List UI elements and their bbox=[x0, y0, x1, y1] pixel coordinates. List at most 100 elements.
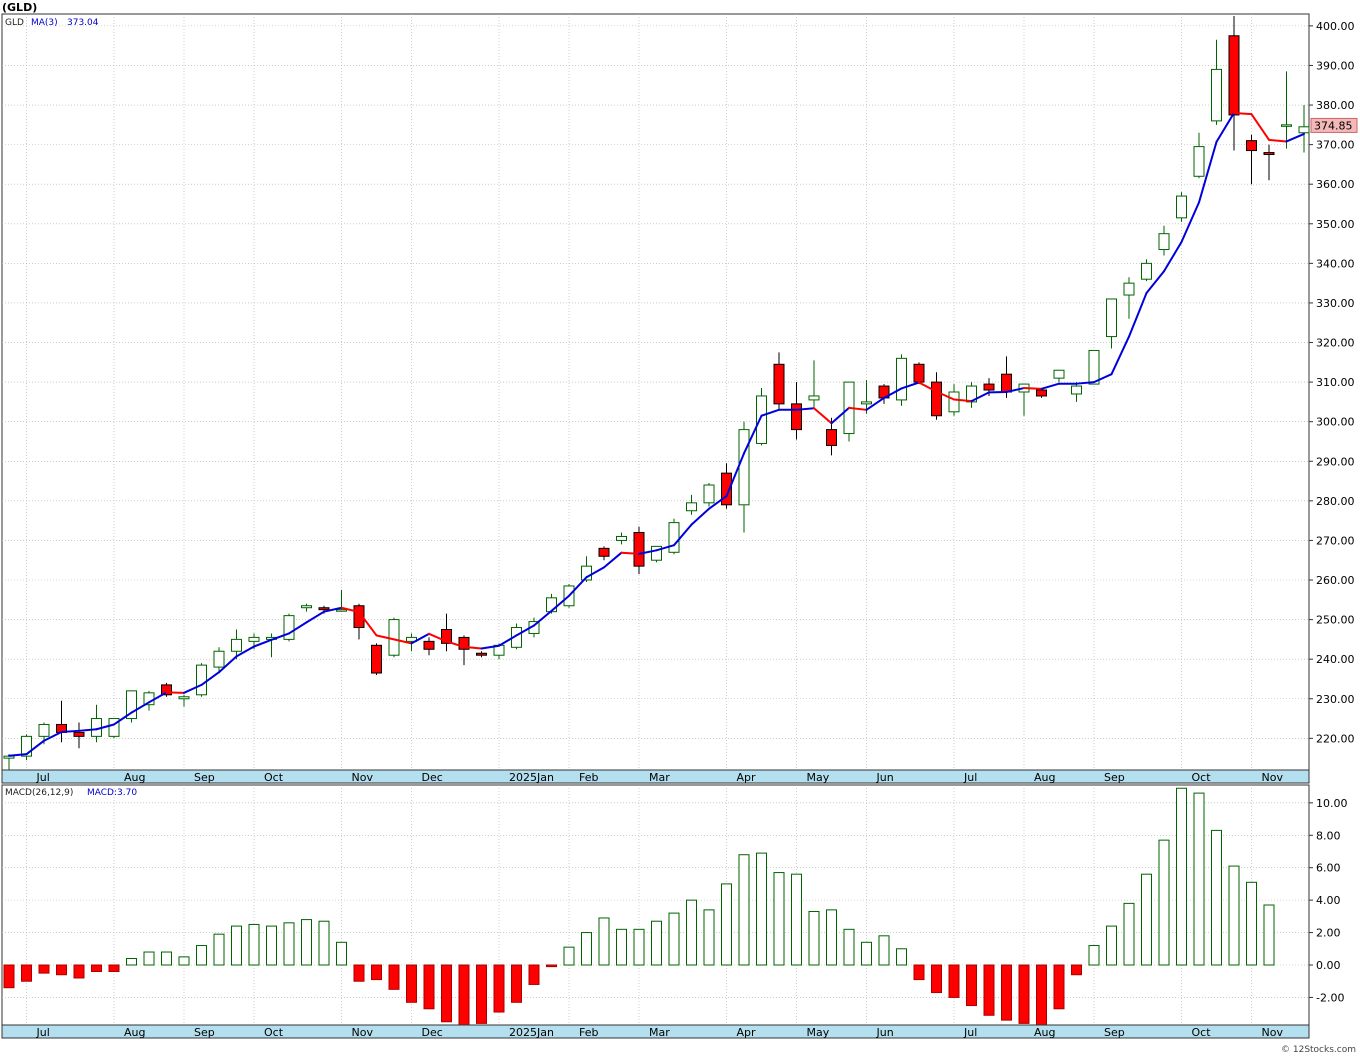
price-x-tick-label: Jul bbox=[36, 771, 50, 784]
macd-x-tick-label: Feb bbox=[579, 1026, 598, 1039]
candle bbox=[1088, 349, 1100, 385]
macd-bar bbox=[388, 964, 400, 990]
price-x-tick-label: 2025Jan bbox=[509, 771, 554, 784]
ma3-segment bbox=[795, 407, 815, 411]
price-y-axis: 220.00 230.00 240.00 250.00 260.00 270.00 280.… bbox=[1309, 20, 1355, 745]
watermark: © 12Stocks.com bbox=[1281, 1045, 1356, 1055]
macd-bar bbox=[126, 958, 137, 966]
candle bbox=[721, 463, 732, 509]
macd-bar bbox=[948, 964, 960, 998]
candle bbox=[441, 613, 452, 652]
macd-bar bbox=[686, 899, 697, 966]
macd-y-tick-label: 2.00 bbox=[1316, 927, 1341, 940]
price-y-tick-label: 370.00 bbox=[1316, 139, 1355, 152]
price-x-tick-label: Feb bbox=[579, 771, 598, 784]
macd-x-tick-label: Aug bbox=[124, 1026, 145, 1039]
price-x-tick-label: Oct bbox=[1192, 771, 1212, 784]
candle bbox=[353, 603, 365, 640]
ma3-segment bbox=[865, 396, 885, 411]
ma3-segment bbox=[43, 731, 63, 742]
macd-bar bbox=[231, 925, 242, 966]
symbol-title: (GLD) bbox=[2, 1, 37, 14]
macd-x-tick-label: Jul bbox=[36, 1026, 50, 1039]
candle bbox=[1176, 192, 1187, 222]
candle bbox=[231, 629, 242, 660]
macd-x-tick-label: 2025Jan bbox=[509, 1026, 554, 1039]
candle bbox=[21, 734, 32, 761]
ma3-segment bbox=[235, 645, 255, 658]
candle bbox=[1071, 382, 1082, 402]
ma3-segment bbox=[638, 549, 658, 555]
macd-bar bbox=[476, 964, 487, 1024]
macd-bar bbox=[178, 956, 190, 966]
macd-x-tick-label: Apr bbox=[737, 1026, 757, 1039]
price-y-tick-label: 280.00 bbox=[1316, 495, 1355, 508]
macd-bar bbox=[301, 919, 312, 966]
macd-y-tick-label: 10.00 bbox=[1316, 797, 1348, 810]
ma3-segment bbox=[900, 381, 920, 390]
ma3-segment bbox=[253, 638, 273, 648]
ma3-segment bbox=[200, 671, 220, 686]
candle bbox=[73, 722, 85, 749]
macd-bar bbox=[283, 922, 295, 966]
macd-bar bbox=[651, 920, 662, 966]
macd-bar bbox=[983, 964, 995, 1016]
candle bbox=[1053, 369, 1065, 383]
ma3-segment bbox=[690, 507, 710, 526]
ma3-segment bbox=[1110, 335, 1130, 376]
ma3-segment bbox=[498, 634, 518, 647]
macd-bar bbox=[598, 917, 610, 966]
ma3-segment bbox=[620, 551, 640, 555]
ma3-segment bbox=[1005, 387, 1025, 393]
price-x-tick-label: Oct bbox=[264, 771, 284, 784]
ma3-segment bbox=[183, 683, 203, 694]
candle bbox=[388, 617, 400, 658]
ma3-segment bbox=[1268, 138, 1288, 143]
price-x-tick-label: Aug bbox=[124, 771, 145, 784]
candle bbox=[1281, 71, 1292, 149]
price-x-tick-label: Sep bbox=[1104, 771, 1125, 784]
ma3-segment bbox=[1145, 270, 1165, 295]
price-x-tick-label: Jul bbox=[963, 771, 977, 784]
macd-bar bbox=[1106, 925, 1117, 966]
price-x-tick-label: Jun bbox=[876, 771, 894, 784]
macd-bar bbox=[21, 964, 32, 982]
ma3-segment bbox=[1075, 381, 1095, 385]
macd-bar bbox=[668, 912, 680, 966]
ma3-segment bbox=[1163, 240, 1183, 273]
ma3-segment bbox=[830, 406, 850, 425]
macd-bar bbox=[1263, 904, 1275, 966]
candle bbox=[1158, 225, 1170, 256]
ma3-segment bbox=[8, 753, 28, 757]
macd-panel bbox=[1, 784, 1310, 1026]
candle bbox=[773, 352, 785, 410]
price-y-tick-label: 300.00 bbox=[1316, 416, 1355, 429]
macd-bar bbox=[861, 941, 872, 966]
ma3-segment bbox=[655, 544, 675, 552]
macd-bar bbox=[1228, 865, 1240, 966]
candle bbox=[703, 483, 715, 507]
ma3-segment bbox=[725, 452, 745, 498]
candle bbox=[633, 526, 645, 575]
ma-label: MA(3) bbox=[31, 18, 58, 28]
ma3-segment bbox=[935, 390, 955, 401]
macd-bar bbox=[423, 964, 435, 1010]
price-x-tick-label: Sep bbox=[194, 771, 215, 784]
macd-x-tick-label: Oct bbox=[264, 1026, 284, 1039]
macd-y-tick-label: 6.00 bbox=[1316, 862, 1341, 875]
macd-x-axis-band bbox=[1, 1024, 1310, 1039]
macd-x-tick-label: May bbox=[807, 1026, 830, 1039]
candle bbox=[1263, 144, 1275, 181]
ma3-segment bbox=[1198, 140, 1218, 204]
macd-bar bbox=[318, 920, 330, 966]
ma3-segment bbox=[148, 691, 168, 704]
macd-bar bbox=[896, 948, 907, 966]
ma3-segment bbox=[1285, 132, 1305, 143]
ma3-segment bbox=[603, 551, 623, 569]
candle bbox=[651, 545, 662, 563]
ma3-segment bbox=[515, 624, 535, 637]
candle bbox=[283, 613, 295, 642]
ma3-segment bbox=[130, 701, 150, 714]
price-y-tick-label: 380.00 bbox=[1316, 99, 1355, 112]
